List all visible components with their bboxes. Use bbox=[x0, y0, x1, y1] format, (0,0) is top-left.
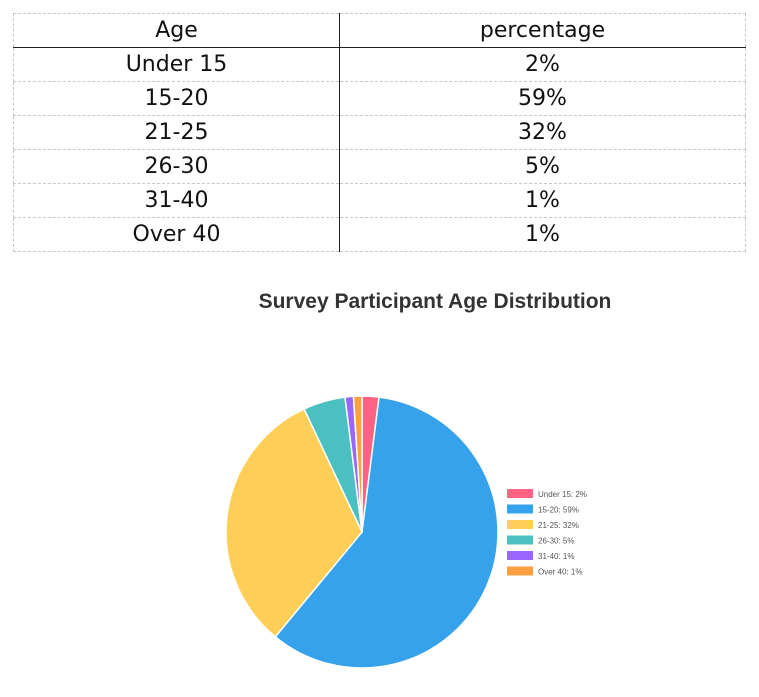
cell-percentage: 1% bbox=[339, 183, 746, 218]
cell-age: Over 40 bbox=[13, 217, 340, 252]
legend-swatch bbox=[507, 535, 533, 545]
column-header-age: Age bbox=[13, 13, 340, 48]
pie-slice-21-25 bbox=[225, 407, 363, 638]
pie-slice-over-40 bbox=[352, 395, 363, 533]
pie-slices bbox=[225, 395, 499, 669]
table-row: Over 40 1% bbox=[13, 217, 746, 252]
column-header-percentage: percentage bbox=[339, 13, 746, 48]
legend-label: 26-30: 5% bbox=[538, 537, 574, 546]
legend-label: 21-25: 32% bbox=[538, 521, 579, 530]
pie-slice-15-20 bbox=[274, 396, 499, 669]
chart-title: Survey Participant Age Distribution bbox=[258, 290, 612, 313]
legend-label: 31-40: 1% bbox=[538, 552, 574, 561]
legend-swatch bbox=[507, 551, 533, 560]
cell-percentage: 59% bbox=[339, 81, 746, 116]
legend-label: Over 40: 1% bbox=[538, 568, 582, 577]
table-header-row: Age percentage bbox=[13, 13, 746, 48]
legend-swatch bbox=[507, 566, 533, 576]
cell-age: Under 15 bbox=[13, 47, 340, 82]
cell-age: 31-40 bbox=[13, 183, 340, 218]
legend-swatch bbox=[507, 504, 533, 514]
cell-percentage: 1% bbox=[339, 217, 746, 252]
legend-swatch bbox=[507, 489, 533, 498]
table-row: 26-30 5% bbox=[13, 149, 746, 184]
chart-legend: Under 15: 2% 15-20: 59% 21-25: 32% 26-30: 5… bbox=[507, 489, 587, 577]
legend-label: Under 15: 2% bbox=[538, 490, 587, 499]
table-row: 31-40 1% bbox=[13, 183, 746, 218]
legend-swatch bbox=[507, 520, 533, 529]
cell-percentage: 5% bbox=[339, 149, 746, 184]
legend-label: 15-20: 59% bbox=[538, 506, 579, 515]
age-table: Age percentage Under 15 2% 15-20 59% 21-… bbox=[13, 13, 746, 252]
